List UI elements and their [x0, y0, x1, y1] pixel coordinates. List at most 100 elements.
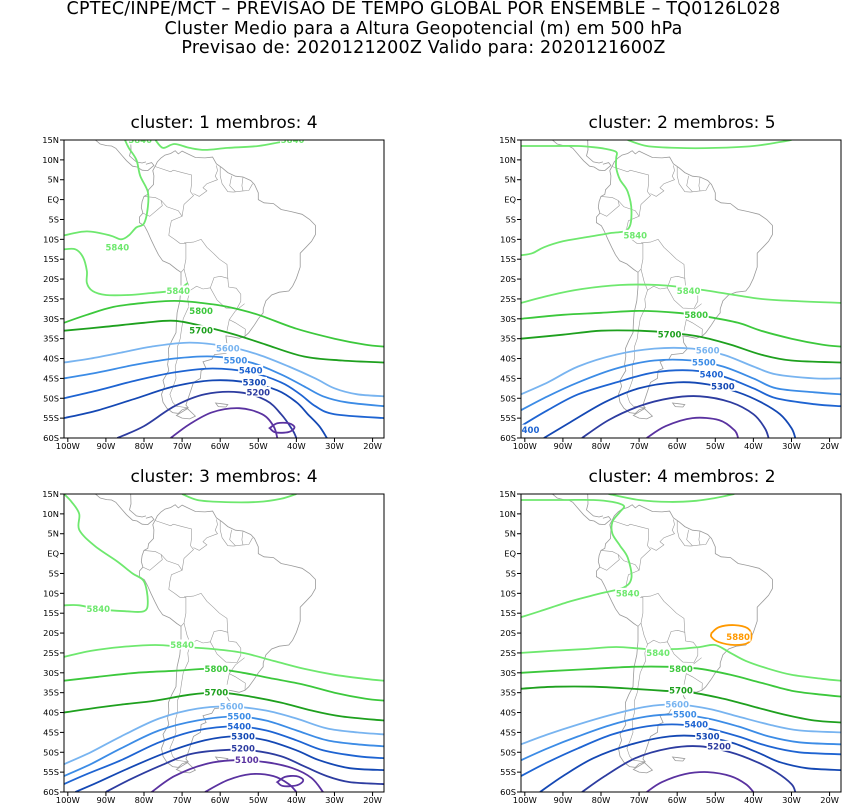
lat-tick-label: 15N	[42, 489, 59, 499]
geopotential-contours	[64, 494, 384, 792]
contour-label-bg	[188, 305, 214, 316]
lat-tick-label: 5N	[48, 175, 60, 185]
lat-tick-label: 55S	[500, 413, 516, 423]
contour-label: 5300	[711, 382, 735, 392]
lat-tick-label: 60S	[500, 787, 516, 797]
lat-tick-label: 20S	[43, 274, 59, 284]
country-border	[640, 592, 686, 645]
country-border	[142, 550, 163, 571]
lat-tick-label: 60S	[43, 433, 59, 443]
lon-tick-label: 20W	[820, 795, 839, 803]
contour-label: 5300	[243, 378, 267, 388]
contour-label: 5840	[616, 589, 640, 599]
lat-tick-label: 15N	[499, 489, 516, 499]
lon-tick-label: 80W	[135, 795, 154, 803]
lat-tick-label: 15S	[43, 608, 59, 618]
contour-label-bg	[215, 343, 241, 354]
lon-tick-label: 20W	[363, 441, 382, 451]
lat-tick-label: 25S	[43, 294, 59, 304]
lat-tick-label: 5S	[48, 214, 59, 224]
lon-tick-label: 70W	[173, 795, 192, 803]
lat-tick-label: 40S	[500, 708, 516, 718]
lat-tick-label: 55S	[43, 413, 59, 423]
lat-tick-label: 5S	[48, 568, 59, 578]
lat-tick-label: 50S	[43, 393, 59, 403]
lat-tick-label: 5S	[505, 568, 516, 578]
lon-tick-label: 50W	[706, 795, 725, 803]
lat-tick-label: 45S	[500, 727, 516, 737]
country-border	[626, 644, 648, 763]
contour-label: 5880	[726, 633, 750, 643]
lon-tick-label: 60W	[211, 795, 230, 803]
country-border	[160, 200, 187, 273]
country-border	[228, 657, 246, 691]
lon-tick-label: 80W	[592, 795, 611, 803]
contour-line-5840	[64, 494, 149, 613]
country-border	[698, 176, 701, 191]
coast-segment	[175, 408, 197, 420]
contour-label: 5800	[205, 665, 229, 675]
country-border	[193, 519, 218, 551]
coast-segment	[632, 408, 654, 420]
contour-label: 5840	[646, 649, 670, 659]
contour-label-bg	[165, 285, 191, 296]
contour-label: 5700	[189, 327, 213, 337]
lon-tick-label: 50W	[706, 441, 725, 451]
contour-label-bg	[188, 325, 214, 336]
lon-tick-label: 100W	[56, 441, 80, 451]
lat-tick-label: 20S	[500, 274, 516, 284]
country-border	[667, 632, 699, 663]
contour-label: 5200	[707, 742, 731, 752]
contour-label: 5840	[128, 136, 152, 146]
lat-tick-label: 40S	[43, 708, 59, 718]
country-border	[650, 165, 675, 197]
lon-tick-label: 60W	[211, 441, 230, 451]
lon-tick-label: 20W	[363, 795, 382, 803]
contour-line-5200	[116, 390, 298, 438]
country-border	[210, 632, 242, 663]
geopotential-contours	[64, 140, 384, 438]
contour-label-bg	[676, 285, 702, 296]
lat-tick-label: 15S	[43, 254, 59, 264]
contour-label: 5200	[246, 388, 270, 398]
coast-segment	[596, 150, 773, 414]
lat-tick-label: 20S	[43, 628, 59, 638]
country-border	[229, 175, 236, 192]
lat-tick-label: 10N	[499, 155, 516, 165]
lat-tick-label: 35S	[43, 334, 59, 344]
lon-tick-label: 20W	[820, 441, 839, 451]
coast-segment	[129, 494, 147, 518]
country-borders	[142, 165, 253, 409]
contour-label: 5840	[281, 136, 305, 146]
map-axes: 100W 90W 80W 70W 60W 50W 40W 30W 20W 15N 10N 5N EQ 5S…	[499, 135, 842, 451]
panel-title-cluster-4: cluster: 4 membros: 2	[588, 467, 776, 487]
coast-segment	[551, 494, 612, 526]
lon-tick-label: 60W	[668, 795, 687, 803]
contour-label: 5800	[189, 307, 213, 317]
lat-tick-label: 30S	[43, 314, 59, 324]
contour-label-bg	[241, 376, 267, 387]
country-border	[142, 196, 163, 217]
contour-label: 5840	[623, 231, 647, 241]
contour-label: 5400	[239, 366, 263, 376]
coast-segment	[671, 756, 686, 762]
contour-label: 5840	[170, 641, 194, 651]
lat-tick-label: 10N	[42, 155, 59, 165]
coast-segment	[586, 494, 604, 518]
coast-segment	[139, 150, 316, 414]
lat-tick-label: 50S	[43, 747, 59, 757]
lat-tick-label: 5N	[48, 529, 60, 539]
lat-tick-label: 45S	[500, 373, 516, 383]
lon-tick-label: 90W	[554, 795, 573, 803]
contour-label-bg	[226, 711, 252, 722]
contour-line-5400	[521, 723, 841, 777]
contour-label-bg	[230, 730, 256, 741]
lon-tick-label: 50W	[249, 441, 268, 451]
figure-header: CPTEC/INPE/MCT – PREVISAO DE TEMPO GLOBA…	[0, 0, 847, 59]
country-border	[612, 166, 651, 217]
lat-tick-label: 40S	[500, 354, 516, 364]
lon-tick-label: 90W	[97, 441, 116, 451]
